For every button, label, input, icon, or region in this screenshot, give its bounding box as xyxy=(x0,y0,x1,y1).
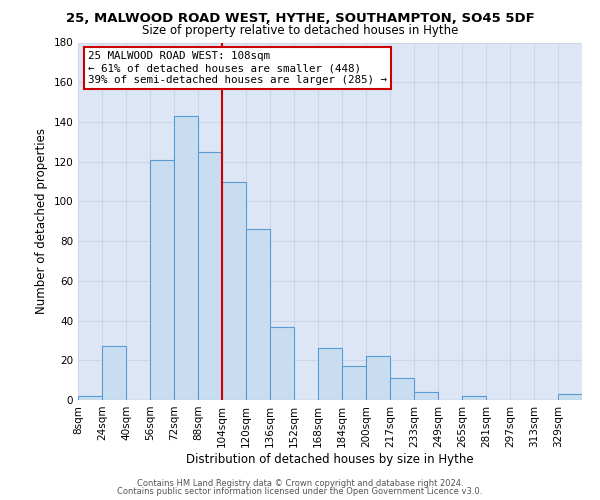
Bar xyxy=(390,378,414,400)
Bar xyxy=(318,348,342,400)
Bar xyxy=(462,396,486,400)
Text: Size of property relative to detached houses in Hythe: Size of property relative to detached ho… xyxy=(142,24,458,37)
Bar xyxy=(342,366,366,400)
Bar xyxy=(174,116,198,400)
Bar xyxy=(198,152,222,400)
X-axis label: Distribution of detached houses by size in Hythe: Distribution of detached houses by size … xyxy=(186,452,474,466)
Bar xyxy=(102,346,126,400)
Bar xyxy=(246,229,270,400)
Text: 25, MALWOOD ROAD WEST, HYTHE, SOUTHAMPTON, SO45 5DF: 25, MALWOOD ROAD WEST, HYTHE, SOUTHAMPTO… xyxy=(65,12,535,26)
Bar xyxy=(366,356,390,400)
Text: Contains HM Land Registry data © Crown copyright and database right 2024.: Contains HM Land Registry data © Crown c… xyxy=(137,478,463,488)
Text: Contains public sector information licensed under the Open Government Licence v3: Contains public sector information licen… xyxy=(118,487,482,496)
Bar xyxy=(270,326,294,400)
Bar xyxy=(414,392,438,400)
Y-axis label: Number of detached properties: Number of detached properties xyxy=(35,128,48,314)
Bar xyxy=(150,160,174,400)
Bar xyxy=(222,182,246,400)
Bar xyxy=(78,396,102,400)
Bar xyxy=(558,394,582,400)
Text: 25 MALWOOD ROAD WEST: 108sqm
← 61% of detached houses are smaller (448)
39% of s: 25 MALWOOD ROAD WEST: 108sqm ← 61% of de… xyxy=(88,52,387,84)
